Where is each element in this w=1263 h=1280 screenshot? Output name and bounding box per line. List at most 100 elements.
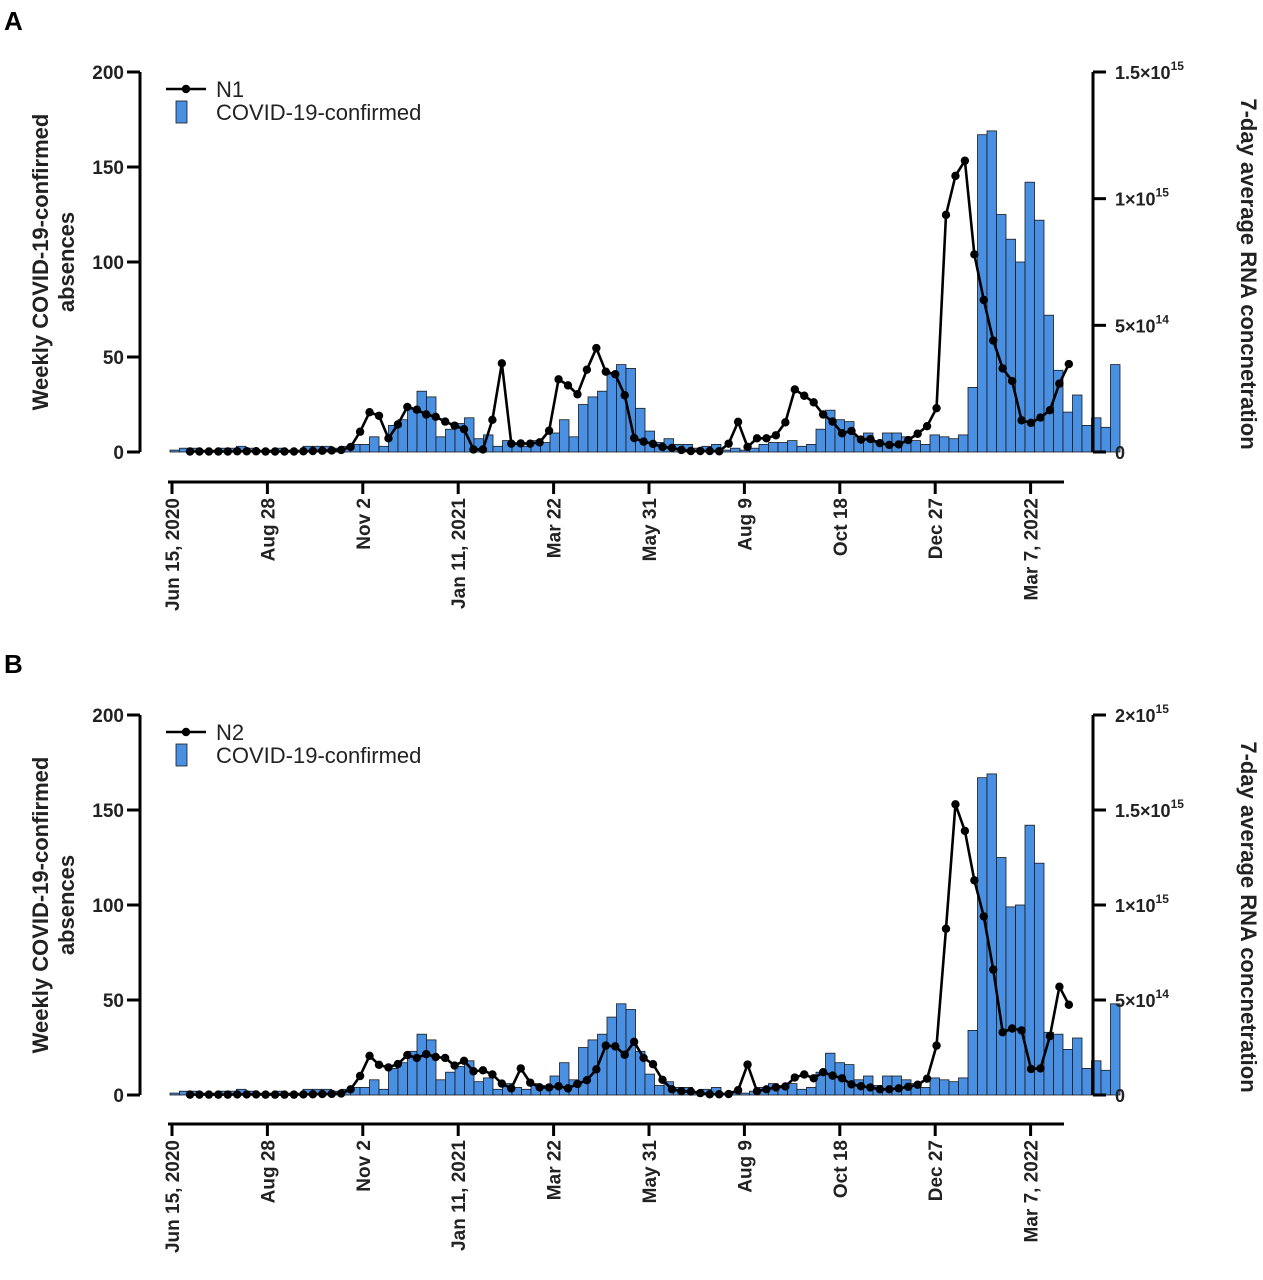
x-tick-label: Jun 15, 2020 (163, 498, 184, 611)
line-point (771, 1083, 781, 1092)
line-point (970, 250, 979, 259)
left-axis-title: Weekly COVID-19-confirmedabsences (28, 114, 79, 411)
line-point (403, 1050, 412, 1060)
line-point (337, 445, 346, 455)
line-point (526, 439, 535, 448)
bar (1034, 862, 1045, 1096)
line-point (667, 443, 677, 453)
line-point (705, 1090, 714, 1099)
line-path (190, 802, 1071, 1096)
line-point (1007, 1024, 1017, 1033)
bar (426, 396, 437, 453)
line-point (989, 336, 998, 345)
right-tick-label: 5×1014 (1115, 987, 1169, 1011)
bar (796, 1088, 807, 1096)
bar (787, 440, 798, 453)
left-tick-label: 150 (92, 801, 124, 822)
right-tick-base: 0 (1115, 1086, 1125, 1106)
right-tick-base: 1.5×10 (1115, 801, 1171, 821)
line-point (1026, 1064, 1036, 1074)
bar (1062, 1049, 1073, 1096)
line-point (856, 1082, 866, 1091)
bar (416, 1033, 427, 1096)
line-point (611, 370, 620, 379)
line-point (497, 1079, 507, 1088)
line-point (412, 405, 421, 414)
line-point (743, 1060, 752, 1069)
right-tick-label: 0 (1115, 443, 1125, 463)
bar (967, 1030, 978, 1096)
line-point (592, 343, 601, 353)
line-point (866, 1083, 875, 1092)
line-point (960, 156, 970, 165)
legend-line-marker (181, 727, 191, 737)
line-point (629, 1037, 639, 1047)
bar (768, 442, 779, 453)
bar (568, 436, 579, 453)
bar (369, 436, 380, 453)
bar (1072, 1037, 1083, 1096)
bar (369, 1079, 380, 1096)
line-point (1055, 379, 1064, 388)
line-point (412, 1053, 421, 1063)
legend-bar-swatch (175, 100, 188, 124)
line-point (837, 429, 847, 438)
line-point (677, 1087, 686, 1096)
line-point (1045, 1031, 1055, 1041)
bar (169, 449, 180, 453)
bar (435, 436, 446, 453)
line-point (904, 435, 913, 445)
line-point (866, 434, 875, 444)
bar (492, 1088, 503, 1096)
bar (578, 1047, 589, 1096)
line-point (979, 912, 988, 921)
x-tick-label: Mar 22 (545, 498, 566, 558)
bar (416, 390, 427, 453)
bar (407, 407, 418, 453)
line-point (535, 438, 544, 447)
line-point (554, 1082, 563, 1091)
right-tick-base: 0 (1115, 443, 1125, 463)
left-axis-title: Weekly COVID-19-confirmedabsences (28, 757, 79, 1054)
bar (473, 1081, 484, 1096)
bar (1100, 426, 1111, 453)
bar (464, 1060, 475, 1096)
right-tick-exponent: 14 (1156, 987, 1170, 1001)
line-point (620, 1050, 629, 1059)
line-point (800, 1070, 809, 1079)
bar (967, 386, 978, 453)
right-tick-exponent: 15 (1156, 702, 1170, 716)
line-point (355, 427, 365, 436)
line-point (592, 1065, 601, 1074)
x-tick-label: Aug 28 (258, 498, 279, 561)
line-point (204, 447, 214, 456)
line-point (403, 402, 412, 412)
left-axis-title-line: Weekly COVID-19-confirmed (28, 757, 53, 1054)
line-point (251, 447, 261, 456)
line-point (686, 1087, 696, 1096)
line-point (1017, 1026, 1026, 1035)
bar (910, 440, 921, 453)
right-tick-exponent: 15 (1156, 186, 1170, 200)
line-point (922, 1074, 932, 1083)
bar (844, 421, 855, 453)
line-point (422, 1049, 431, 1059)
line-point (800, 391, 809, 400)
line-point (762, 434, 771, 443)
line-point (875, 1085, 885, 1094)
line-point (658, 442, 667, 452)
line-point (781, 1082, 790, 1091)
bar (739, 1092, 750, 1096)
right-tick-base: 2×10 (1115, 706, 1156, 726)
bar (359, 443, 370, 453)
line-point (818, 1068, 828, 1077)
line-point (771, 431, 781, 440)
line-point (733, 1086, 743, 1095)
bar (920, 1087, 931, 1096)
legend-bar-label: COVID-19-confirmed (216, 743, 421, 768)
line-point (828, 1071, 837, 1080)
line-point (507, 1084, 516, 1093)
